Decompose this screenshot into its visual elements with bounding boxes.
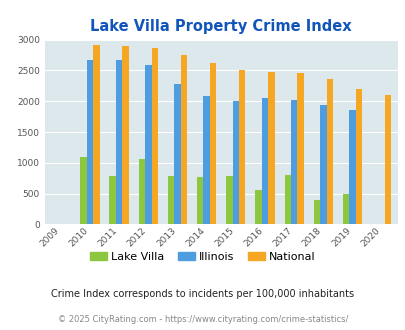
Bar bbox=[139, 159, 145, 224]
Text: © 2025 CityRating.com - https://www.cityrating.com/crime-statistics/: © 2025 CityRating.com - https://www.city… bbox=[58, 315, 347, 324]
Legend: Lake Villa, Illinois, National: Lake Villa, Illinois, National bbox=[86, 248, 319, 267]
Bar bbox=[93, 45, 99, 224]
Bar bbox=[232, 101, 239, 224]
Bar bbox=[284, 175, 290, 224]
Bar bbox=[384, 95, 390, 224]
Bar bbox=[349, 111, 355, 224]
Bar bbox=[151, 48, 158, 224]
Bar bbox=[174, 84, 180, 224]
Bar bbox=[261, 98, 268, 224]
Bar bbox=[145, 65, 151, 224]
Bar bbox=[290, 100, 297, 224]
Bar bbox=[297, 73, 303, 224]
Bar bbox=[320, 105, 326, 224]
Bar bbox=[239, 70, 245, 224]
Title: Lake Villa Property Crime Index: Lake Villa Property Crime Index bbox=[90, 19, 351, 34]
Bar bbox=[122, 46, 128, 224]
Bar bbox=[196, 177, 203, 224]
Bar bbox=[80, 157, 87, 224]
Bar bbox=[326, 79, 332, 224]
Bar bbox=[226, 176, 232, 224]
Bar bbox=[209, 63, 216, 224]
Bar bbox=[313, 200, 320, 224]
Bar bbox=[255, 190, 261, 224]
Bar bbox=[167, 176, 174, 224]
Bar bbox=[87, 60, 93, 224]
Bar bbox=[268, 72, 274, 224]
Bar bbox=[109, 176, 115, 224]
Text: Crime Index corresponds to incidents per 100,000 inhabitants: Crime Index corresponds to incidents per… bbox=[51, 289, 354, 299]
Bar bbox=[203, 96, 209, 224]
Bar bbox=[180, 55, 187, 224]
Bar bbox=[115, 60, 122, 224]
Bar bbox=[342, 194, 349, 224]
Bar bbox=[355, 89, 361, 224]
